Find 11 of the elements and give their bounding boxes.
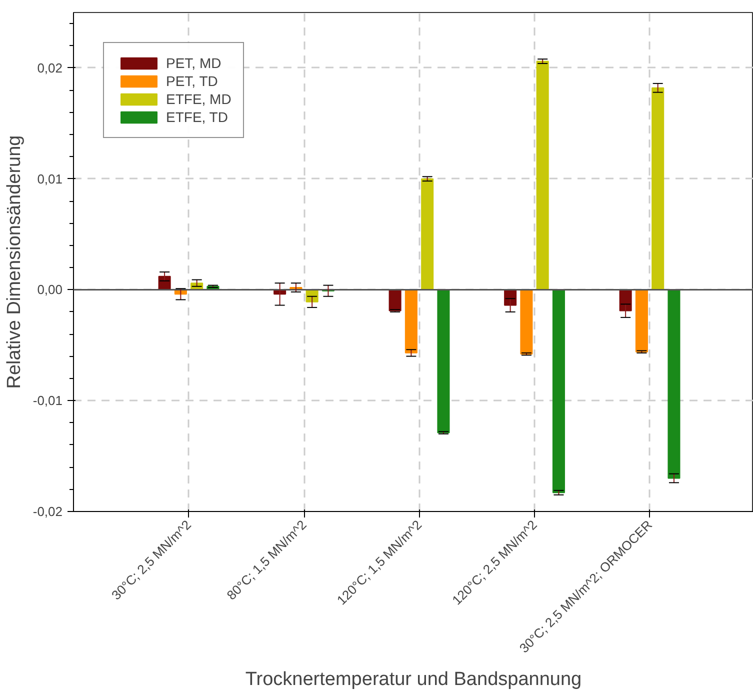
y-tick-label: -0,01 [32, 393, 63, 408]
legend-label: PET, TD [166, 73, 218, 89]
y-tick-label: 0,02 [37, 60, 63, 76]
legend-label: ETFE, MD [166, 91, 232, 107]
legend-label: ETFE, TD [166, 109, 228, 125]
x-axis-title: Trocknertemperatur und Bandspannung [245, 669, 582, 690]
y-axis-title: Relative Dimensionsänderung [4, 135, 25, 389]
y-tick-label: 0,00 [37, 282, 63, 298]
y-tick-label: 0,01 [37, 171, 63, 186]
y-tick-label: -0,02 [32, 504, 63, 519]
legend-label: PET, MD [166, 55, 222, 71]
